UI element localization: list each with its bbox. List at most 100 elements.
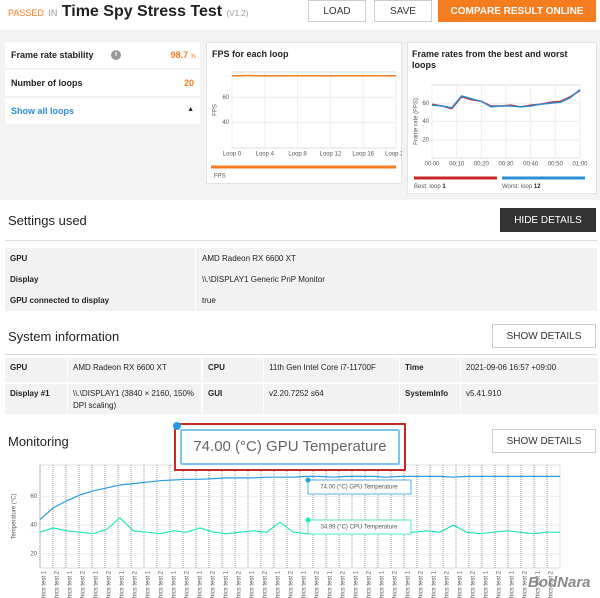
marker-label: Graphics test 2 [185, 570, 191, 598]
info-key: GUI [203, 384, 263, 414]
fps-title: FPS for each loop [212, 49, 289, 59]
monitoring-title: Monitoring [8, 434, 69, 449]
x-tick-label: Loop 20 [385, 152, 402, 158]
settings-row: GPU connected to display true [5, 290, 597, 312]
stability-unit: % [190, 54, 196, 60]
legend-label: Best: loop 1 [414, 184, 446, 190]
marker-label: Graphics test 1 [354, 570, 360, 598]
x-tick-label: 00:20 [474, 162, 490, 168]
y-tick-label: 60 [422, 101, 429, 107]
info-value: 11th Gen Intel Core i7-11700F [264, 358, 399, 382]
tooltip-dot [173, 422, 181, 430]
marker-label: Graphics test 1 [484, 570, 490, 598]
y-tick-label: 60 [30, 494, 37, 500]
legend-label: FPS [214, 174, 226, 180]
collapse-arrow[interactable]: ▲ [187, 106, 194, 113]
marker-label: Graphics test 1 [198, 570, 204, 598]
stats-panel: Frame rate stability i 98.7 % Number of … [5, 42, 200, 127]
marker-label: Graphics test 1 [276, 570, 282, 598]
fps-chart: 40 60 Loop 0 Loop 4 Loop 8 Loop 12 Loop 16 Loop… [211, 71, 402, 180]
divider [5, 240, 597, 241]
show-all-loops[interactable]: Show all loops [11, 106, 75, 116]
x-tick-label: Loop 12 [320, 152, 342, 158]
series-label: 34.99 (°C) CPU Temperature [321, 525, 399, 531]
y-tick-label: 40 [30, 523, 37, 529]
tooltip: 74.00 (°C) GPU Temperature [180, 429, 400, 465]
settings-sep [195, 269, 196, 290]
stat-row [5, 98, 200, 124]
settings-sep [195, 290, 196, 311]
stat-row [5, 42, 200, 68]
legend-label: Worst: loop 12 [502, 184, 541, 190]
info-icon[interactable]: i [111, 50, 121, 60]
settings-value: AMD Radeon RX 6600 XT [202, 254, 296, 263]
stability-value: 98.7 % [171, 50, 196, 60]
marker-label: Graphics test 1 [94, 570, 100, 598]
marker-label: Graphics test 1 [432, 570, 438, 598]
title: Time Spy Stress Test [61, 3, 223, 20]
loops-value: 20 [183, 78, 194, 88]
info-key: Time [400, 358, 460, 382]
marker-label: Graphics test 1 [536, 570, 542, 598]
x-tick-label: 00:40 [523, 162, 539, 168]
marker-label: Graphics test 2 [393, 570, 399, 598]
series-label-dot [305, 517, 311, 523]
marker-label: Graphics test 2 [419, 570, 425, 598]
hide-details-button[interactable]: HIDE DETAILS [500, 208, 596, 232]
show-details-button[interactable]: SHOW DETAILS [492, 324, 596, 348]
marker-label: Graphics test 1 [302, 570, 308, 598]
x-tick-label: Loop 4 [256, 152, 275, 158]
info-value: 2021-09-06 16:57 +09:00 [461, 358, 598, 382]
series-label-box [307, 519, 412, 535]
compare-button[interactable]: COMPARE RESULT ONLINE [438, 0, 596, 22]
x-tick-label: 00:50 [548, 162, 564, 168]
marker-label: Graphics test 2 [55, 570, 61, 598]
series-line [39, 475, 560, 520]
watermark: BodNara [528, 574, 591, 591]
stability-number: 98.7 [170, 50, 189, 60]
y-axis-label: FPS [213, 104, 219, 116]
marker-label: Graphics test 2 [159, 570, 165, 598]
version: (V1.2) [226, 9, 249, 18]
legend-name: Worst: loop [502, 184, 533, 190]
info-value: \\.\DISPLAY1 (3840 × 2160, 150% DPI scal… [68, 384, 201, 414]
stat-row [5, 70, 200, 96]
series-label: 74.00 (°C) GPU Temperature [320, 485, 398, 491]
stability-label: Frame rate stability [11, 50, 94, 60]
marker-label: Graphics test 2 [81, 570, 87, 598]
load-button[interactable]: LOAD [308, 0, 366, 22]
x-tick-label: 00:30 [498, 162, 514, 168]
settings-value: \\.\DISPLAY1 Generic PnP Monitor [202, 275, 325, 284]
best-worst-chart: 20 40 60 00:00 00:10 00:20 00:30 00:40 00:50 01:0… [414, 84, 588, 190]
marker-label: Graphics test 2 [497, 570, 503, 598]
marker-label: Graphics test 2 [107, 570, 113, 598]
marker-label: Graphics test 2 [237, 570, 243, 598]
info-value: AMD Radeon RX 6600 XT [68, 358, 201, 382]
settings-title: Settings used [8, 213, 87, 228]
x-tick-label: Loop 8 [288, 152, 307, 158]
divider [5, 354, 597, 355]
marker-label: Graphics test 2 [471, 570, 477, 598]
marker-label: Graphics test 1 [42, 570, 48, 598]
marker-label: Graphics test 1 [510, 570, 516, 598]
marker-label: Graphics test 1 [380, 570, 386, 598]
x-tick-label: 00:00 [424, 162, 440, 168]
legend-name: Best: loop [414, 184, 441, 190]
settings-key: GPU connected to display [10, 296, 110, 305]
marker-label: Graphics test 2 [211, 570, 217, 598]
monitoring-details-button[interactable]: SHOW DETAILS [492, 429, 596, 453]
y-tick-label: 40 [422, 119, 429, 125]
y-tick-label: 60 [222, 95, 229, 101]
marker-label: Graphics test 2 [263, 570, 269, 598]
info-key: CPU [203, 358, 263, 382]
plot-area [231, 71, 397, 149]
save-button[interactable]: SAVE [374, 0, 432, 22]
x-tick-label: 00:10 [449, 162, 465, 168]
status: PASSED [8, 8, 44, 18]
settings-value: true [202, 296, 216, 305]
y-axis-label: Frame rate (FPS) [414, 98, 420, 145]
monitoring-chart: 20 40 60 Graphics test 1 Graphics test 2 Grap… [12, 464, 561, 598]
info-key: GPU [5, 358, 67, 382]
legend-loop: 1 [442, 184, 446, 190]
series-label-dot [305, 477, 311, 483]
